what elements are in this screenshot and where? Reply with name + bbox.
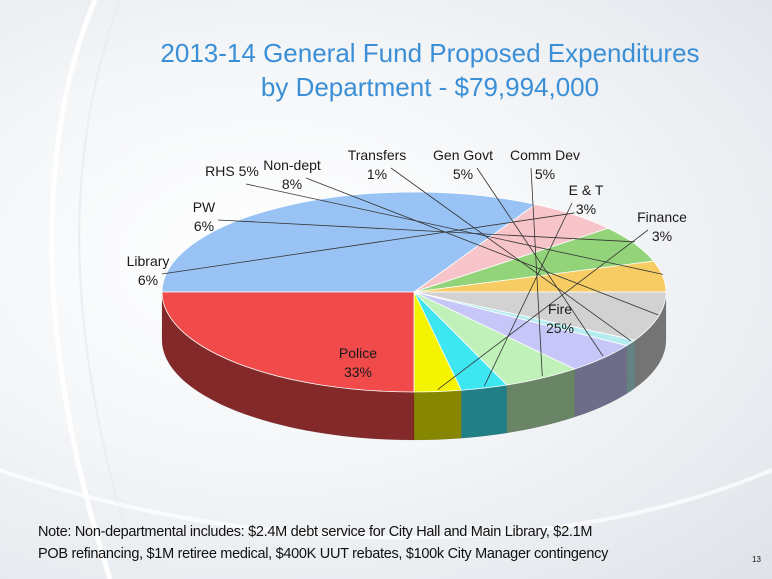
leader-line-non-dept	[305, 177, 659, 316]
pie-slice-non-dept	[413, 291, 667, 341]
slice-label-comm-dev: Comm Dev 5%	[510, 146, 580, 184]
pie-slice-police	[161, 191, 537, 293]
slice-label-gen-govt: Gen Govt 5%	[433, 146, 493, 184]
chart-title: 2013-14 General Fund Proposed Expenditur…	[110, 36, 750, 104]
slice-label-police: Police 33%	[339, 344, 377, 382]
leader-line-pw	[217, 219, 635, 243]
slice-label-name: RHS	[205, 163, 239, 179]
slice-label-name: Finance	[637, 209, 687, 225]
slice-label-fire: Fire 25%	[546, 300, 574, 338]
pie-top-faces	[161, 191, 667, 393]
slice-label-pw: PW 6%	[193, 198, 216, 236]
pie-side-finance	[413, 389, 462, 441]
slice-label-name: PW	[192, 199, 216, 215]
slice-label-value: 3%	[575, 201, 597, 217]
pie-slice-fire	[161, 291, 415, 393]
slice-label-value: 1%	[366, 166, 388, 182]
pie-side-e-t	[460, 384, 508, 439]
chart-title-line-2: by Department - $79,994,000	[260, 72, 600, 102]
slice-label-name: Transfers	[347, 147, 407, 163]
slice-label-library: Library 6%	[127, 252, 170, 290]
slice-label-name: Library	[126, 253, 170, 269]
slice-label-name: Police	[338, 345, 378, 361]
slice-label-name: Fire	[547, 301, 573, 317]
page-number: 13	[752, 555, 761, 564]
slice-label-value: 3%	[651, 228, 673, 244]
leader-line-library	[161, 212, 575, 275]
slice-label-value: 8%	[281, 176, 303, 192]
slice-label-name: E & T	[568, 182, 604, 198]
pie-side-walls	[161, 291, 667, 441]
slice-label-value: 6%	[193, 218, 215, 234]
leader-line-finance	[437, 229, 649, 390]
slice-label-transfers: Transfers 1%	[348, 146, 407, 184]
leader-line-transfers	[390, 167, 632, 342]
footnote-line-1: Note: Non-departmental includes: $2.4M d…	[38, 524, 593, 540]
chart-title-line-1: 2013-14 General Fund Proposed Expenditur…	[160, 38, 700, 68]
footnote-line-2: POB refinancing, $1M retiree medical, $4…	[38, 546, 609, 562]
slice-label-name: Non-dept	[263, 157, 321, 173]
slice-label-value: 5%	[452, 166, 474, 182]
slice-label-non-dept: Non-dept 8%	[263, 156, 321, 194]
slice-label-name: Comm Dev	[509, 147, 581, 163]
leader-line-comm-dev	[530, 167, 543, 377]
slice-label-value: 6%	[137, 272, 159, 288]
slice-label-value: 5%	[238, 163, 259, 179]
leader-lines	[161, 167, 663, 390]
leader-line-gen-govt	[476, 167, 604, 357]
pie-side-transfers	[626, 339, 636, 395]
slice-label-finance: Finance 3%	[637, 208, 687, 246]
slice-label-value: 5%	[534, 166, 556, 182]
leader-line-rhs	[245, 183, 663, 275]
slice-label-value: 25%	[545, 320, 575, 336]
leader-line-e-t	[483, 202, 573, 387]
slice-label-e-t: E & T 3%	[569, 181, 604, 219]
slice-label-rhs: RHS 5%	[205, 162, 259, 181]
slice-label-name: Gen Govt	[433, 147, 493, 163]
footnote: Note: Non-departmental includes: $2.4M d…	[38, 521, 758, 565]
slice-label-value: 33%	[343, 364, 373, 380]
